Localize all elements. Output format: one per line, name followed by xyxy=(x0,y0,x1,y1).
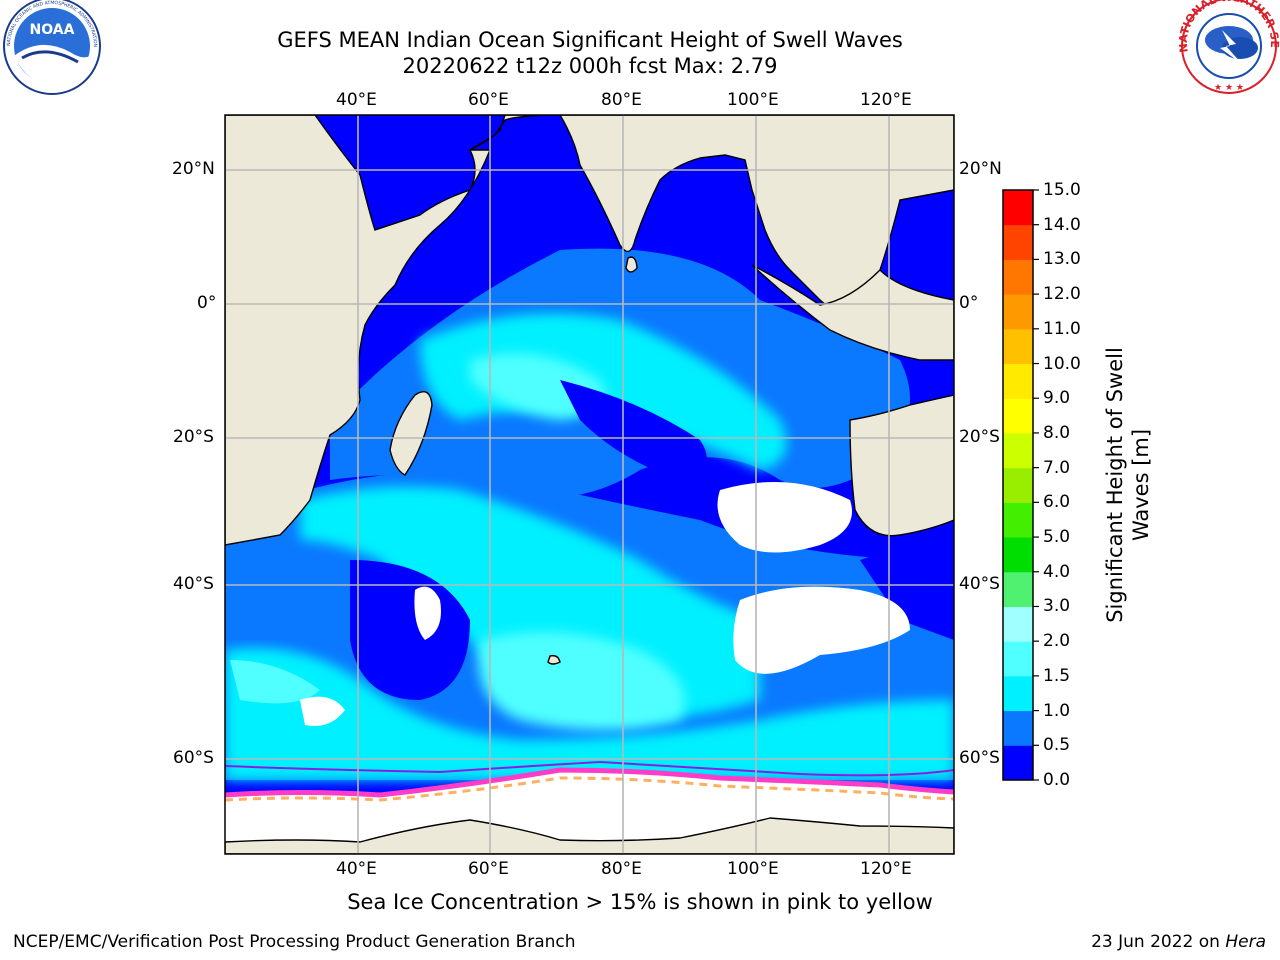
colorbar-tick-label: 11.0 xyxy=(1043,318,1081,339)
lon-label-bottom: 80°E xyxy=(601,859,642,879)
colorbar-tick-label: 12.0 xyxy=(1043,284,1081,305)
colorbar-segment xyxy=(1003,641,1033,677)
colorbar-segment xyxy=(1003,537,1033,573)
lon-label-bottom: 120°E xyxy=(860,859,912,879)
colorbar xyxy=(1002,189,1039,781)
colorbar-segment xyxy=(1003,432,1033,469)
colorbar-frame xyxy=(1002,189,1034,781)
lat-label-left: 20°N xyxy=(172,159,215,179)
footer-date-text: 23 Jun 2022 on xyxy=(1091,932,1226,952)
lat-label-right: 40°S xyxy=(959,574,1000,594)
colorbar-tick-label: 10.0 xyxy=(1043,353,1081,374)
colorbar-segment xyxy=(1003,502,1033,538)
lon-label-top: 80°E xyxy=(601,90,642,110)
lat-label-left: 60°S xyxy=(173,748,214,768)
colorbar-tick-label: 14.0 xyxy=(1043,214,1081,235)
colorbar-tick-label: 0.0 xyxy=(1043,770,1071,790)
colorbar-tick-label: 15.0 xyxy=(1043,180,1081,200)
footer-machine: Hera xyxy=(1225,932,1266,952)
colorbar-tick-label: 3.0 xyxy=(1043,596,1071,617)
lon-label-bottom: 60°E xyxy=(468,859,509,879)
nws-logo-ring-text: NATIONAL WEATHER SERVICE xyxy=(0,0,1280,53)
nws-logo: NATIONAL WEATHER SERVICE ★ ★ ★ xyxy=(0,0,1280,94)
lon-label-bottom: 40°E xyxy=(336,859,377,879)
colorbar-segment xyxy=(1003,571,1033,607)
colorbar-tick-label: 8.0 xyxy=(1043,422,1071,443)
svg-text:★ ★ ★: ★ ★ ★ xyxy=(1214,83,1244,93)
colorbar-segment xyxy=(1003,294,1033,330)
colorbar-tick-label: 13.0 xyxy=(1043,249,1081,270)
colorbar-segment xyxy=(1003,745,1033,781)
masked-areas xyxy=(300,482,910,726)
lat-label-left: 40°S xyxy=(173,574,214,594)
colorbar-segment xyxy=(1003,606,1033,642)
lat-label-right: 0° xyxy=(959,293,979,313)
footer-date: 23 Jun 2022 on Hera xyxy=(1091,932,1266,952)
colorbar-segment xyxy=(1003,363,1033,399)
lon-label-bottom: 100°E xyxy=(727,859,779,879)
colorbar-segment xyxy=(1003,467,1033,503)
colorbar-tick-label: 1.0 xyxy=(1043,700,1071,721)
colorbar-segment xyxy=(1003,259,1033,295)
colorbar-tick-label: 5.0 xyxy=(1043,527,1071,548)
colorbar-segment xyxy=(1003,675,1033,712)
lat-label-left: 20°S xyxy=(173,427,214,447)
lon-label-top: 100°E xyxy=(727,90,779,110)
map-frame xyxy=(224,114,955,855)
colorbar-tick-label: 2.0 xyxy=(1043,631,1071,652)
colorbar-segment xyxy=(1003,224,1033,260)
colorbar-segment xyxy=(1003,190,1033,226)
lon-label-top: 40°E xyxy=(336,90,377,110)
graticule xyxy=(225,115,954,854)
colorbar-tick-label: 0.5 xyxy=(1043,735,1071,756)
colorbar-segment xyxy=(1003,398,1033,434)
chart-subtitle: 20220622 t12z 000h fcst Max: 2.79 xyxy=(402,54,778,78)
colorbar-label-line1: Significant Height of Swell xyxy=(1103,347,1127,623)
colorbar-label-line2: Waves [m] xyxy=(1129,428,1153,542)
swell-field xyxy=(225,248,954,780)
colorbar-tick-label: 1.5 xyxy=(1043,665,1071,686)
colorbar-tick-label: 9.0 xyxy=(1043,388,1071,409)
lat-label-right: 60°S xyxy=(959,748,1000,768)
lon-label-top: 120°E xyxy=(860,90,912,110)
lat-label-left: 0° xyxy=(197,293,217,313)
lon-label-top: 60°E xyxy=(468,90,509,110)
lat-label-right: 20°S xyxy=(959,427,1000,447)
ice-caption: Sea Ice Concentration > 15% is shown in … xyxy=(347,890,933,914)
chart-title: GEFS MEAN Indian Ocean Significant Heigh… xyxy=(277,28,903,52)
noaa-logo: NOAA NATIONAL OCEANIC AND ATMOSPHERIC AD… xyxy=(0,0,101,95)
colorbar-tick-label: 4.0 xyxy=(1043,561,1071,582)
colorbar-tick-label: 6.0 xyxy=(1043,492,1071,513)
colorbar-segment xyxy=(1003,328,1033,365)
colorbar-tick-label: 7.0 xyxy=(1043,457,1071,478)
lat-label-right: 20°N xyxy=(959,159,1002,179)
colorbar-segment xyxy=(1003,710,1033,746)
footer-credit: NCEP/EMC/Verification Post Processing Pr… xyxy=(13,932,576,952)
noaa-logo-text: NOAA xyxy=(30,22,75,38)
